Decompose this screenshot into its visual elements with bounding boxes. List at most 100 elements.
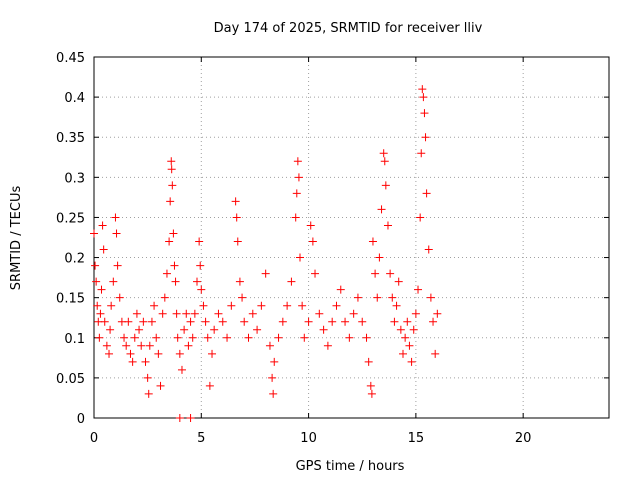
data-point (93, 301, 102, 310)
data-point (214, 309, 223, 318)
data-point (233, 237, 242, 246)
y-tick-label: 0.45 (56, 51, 85, 66)
data-point (386, 269, 395, 278)
data-point (366, 381, 375, 390)
data-point (304, 317, 313, 326)
data-point (208, 349, 217, 358)
data-point (160, 293, 169, 302)
data-point (319, 325, 328, 334)
data-point (137, 341, 146, 350)
data-point (419, 93, 428, 102)
data-point (416, 213, 425, 222)
data-point (349, 309, 358, 318)
data-point (253, 325, 262, 334)
data-point (203, 333, 212, 342)
data-point (373, 293, 382, 302)
data-point (158, 309, 167, 318)
data-point (167, 157, 176, 166)
data-point (268, 373, 277, 382)
data-point (244, 333, 253, 342)
x-tick-label: 15 (408, 431, 425, 446)
data-point (433, 309, 442, 318)
data-point (403, 317, 412, 326)
data-point (371, 269, 380, 278)
data-point (377, 205, 386, 214)
data-point (294, 173, 303, 182)
data-point (201, 317, 210, 326)
data-point (390, 317, 399, 326)
data-point (177, 365, 186, 374)
x-tick-label: 10 (300, 431, 317, 446)
data-point (96, 309, 105, 318)
data-point (196, 261, 205, 270)
data-point (257, 301, 266, 310)
plot-frame (93, 56, 610, 419)
data-point (308, 237, 317, 246)
data-point (175, 349, 184, 358)
data-point (265, 341, 274, 350)
data-point (298, 301, 307, 310)
data-point (168, 181, 177, 190)
data-point (392, 301, 401, 310)
data-point (296, 253, 304, 262)
data-point (98, 221, 107, 230)
data-point (115, 293, 124, 302)
data-point (162, 269, 171, 278)
data-point (388, 293, 397, 302)
data-point (120, 333, 129, 342)
data-point (227, 301, 236, 310)
data-point (417, 149, 426, 158)
data-point (193, 277, 201, 286)
data-point (292, 189, 301, 198)
data-point (126, 349, 135, 358)
data-point (375, 253, 384, 262)
data-point (124, 317, 133, 326)
data-point (401, 333, 410, 342)
data-point (362, 333, 371, 342)
y-tick-label: 0.35 (56, 131, 85, 146)
data-point (218, 317, 227, 326)
data-point (431, 349, 440, 358)
data-point (407, 357, 416, 366)
data-point (107, 301, 116, 310)
data-point (112, 229, 121, 238)
data-point (300, 333, 309, 342)
data-point (293, 157, 302, 166)
data-point (420, 109, 429, 118)
data-point (143, 373, 152, 382)
grid-layer (94, 57, 609, 418)
data-point (182, 309, 191, 318)
y-tick-label: 0.3 (64, 171, 85, 186)
data-point (188, 333, 197, 342)
data-point (232, 213, 241, 222)
y-tick-label: 0.05 (56, 372, 85, 387)
data-point (170, 261, 179, 270)
data-point (91, 261, 100, 270)
y-tick-label: 0.25 (56, 211, 85, 226)
data-point (210, 325, 219, 334)
data-point (336, 285, 345, 294)
data-point (274, 333, 283, 342)
y-tick-label: 0.2 (64, 252, 85, 267)
data-point (92, 277, 101, 286)
data-point (394, 277, 403, 286)
data-point (109, 277, 118, 286)
data-point (270, 357, 279, 366)
data-point (328, 317, 337, 326)
data-point (429, 317, 438, 326)
data-point (195, 237, 204, 246)
data-point (95, 333, 104, 342)
data-point (173, 333, 182, 342)
data-point (186, 317, 195, 326)
data-point (156, 381, 165, 390)
data-point (135, 325, 144, 334)
data-point (424, 245, 433, 254)
data-point (166, 197, 175, 206)
data-point (399, 349, 407, 358)
data-point (106, 325, 115, 334)
data-point (368, 237, 377, 246)
chart-title: Day 174 of 2025, SRMTID for receiver lli… (214, 21, 483, 36)
x-tick-label: 20 (515, 431, 532, 446)
data-point (383, 221, 392, 230)
